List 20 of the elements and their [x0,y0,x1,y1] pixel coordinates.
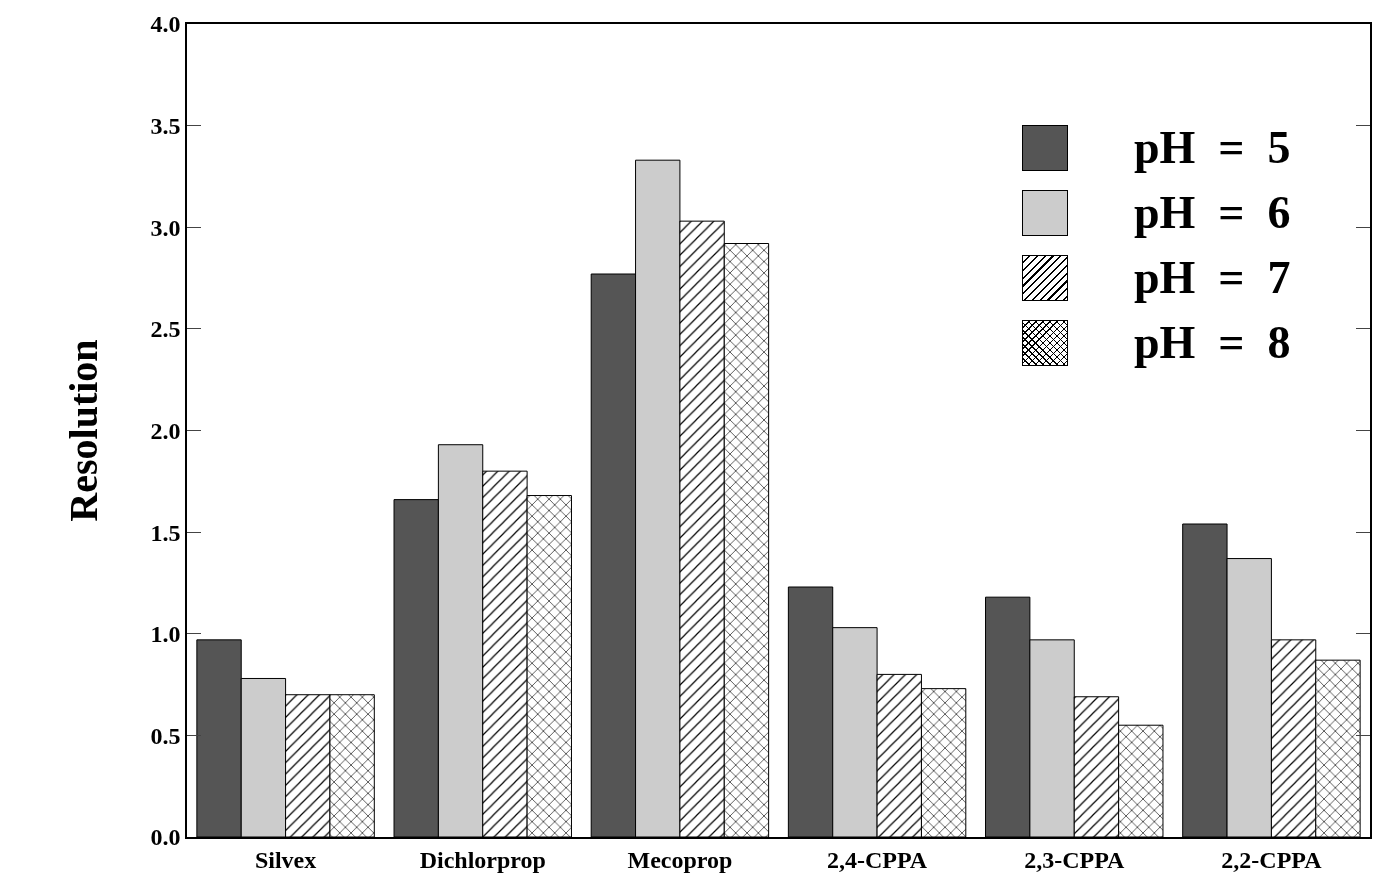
x-tick-label: Mecoprop [627,846,733,873]
y-tick-label: 2.5 [150,316,181,343]
y-tick-label: 4.0 [150,11,181,38]
x-tick-label: Silvex [254,846,317,873]
legend-label: pH = 8 [1134,316,1291,368]
legend-label: pH = 5 [1134,121,1291,173]
y-tick-label: 3.0 [150,214,181,241]
y-tick-label: 2.0 [150,417,181,444]
legend-label: pH = 7 [1134,251,1291,303]
y-tick-label: 3.5 [150,113,181,140]
y-axis-title: Resolution [61,339,107,522]
y-tick-label: 0.0 [150,824,181,851]
x-tick-label: 2,3-CPPA [1024,846,1126,873]
y-tick-label: 1.0 [150,621,181,648]
x-tick-label: 2,2-CPPA [1221,846,1323,873]
x-tick-label: 2,4-CPPA [826,846,928,873]
y-tick-label: 0.5 [150,722,181,749]
legend-label: pH = 6 [1134,186,1291,238]
y-tick-label: 1.5 [150,519,181,546]
x-tick-label: Dichlorprop [419,846,546,873]
